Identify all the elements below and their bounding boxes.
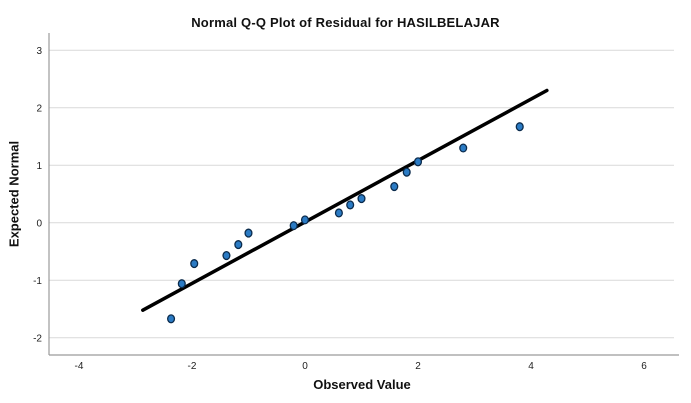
y-tick-label: 2 — [36, 103, 42, 114]
x-tick-label: -4 — [74, 361, 83, 372]
normality-line — [141, 88, 549, 312]
y-tick-label: 0 — [36, 218, 42, 229]
y-tick-label: -2 — [33, 333, 42, 344]
data-point — [190, 259, 199, 269]
data-point — [413, 157, 423, 167]
y-tick-label: 1 — [36, 161, 42, 172]
x-tick-label: 2 — [415, 361, 421, 372]
data-point — [300, 215, 310, 225]
data-point — [402, 167, 411, 177]
data-point — [459, 143, 468, 153]
data-point — [390, 181, 399, 192]
chart-title: Normal Q-Q Plot of Residual for HASILBEL… — [191, 15, 500, 30]
x-tick-label: -2 — [188, 361, 197, 372]
y-tick-label: -1 — [33, 276, 42, 287]
data-point — [334, 208, 343, 218]
y-tick-label: 3 — [36, 46, 42, 57]
data-point — [289, 221, 298, 231]
x-tick-label: 0 — [302, 361, 308, 372]
data-point — [346, 200, 355, 210]
data-point — [177, 279, 186, 289]
x-axis-title: Observed Value — [313, 377, 411, 392]
data-point — [357, 194, 366, 204]
x-tick-label: 4 — [528, 361, 534, 372]
data-point — [244, 228, 253, 238]
x-tick-label: 6 — [641, 361, 647, 372]
y-axis-title: Expected Normal — [6, 140, 22, 248]
data-point — [234, 240, 243, 250]
data-point — [515, 122, 524, 132]
data-point — [222, 250, 231, 261]
data-point — [167, 314, 176, 324]
